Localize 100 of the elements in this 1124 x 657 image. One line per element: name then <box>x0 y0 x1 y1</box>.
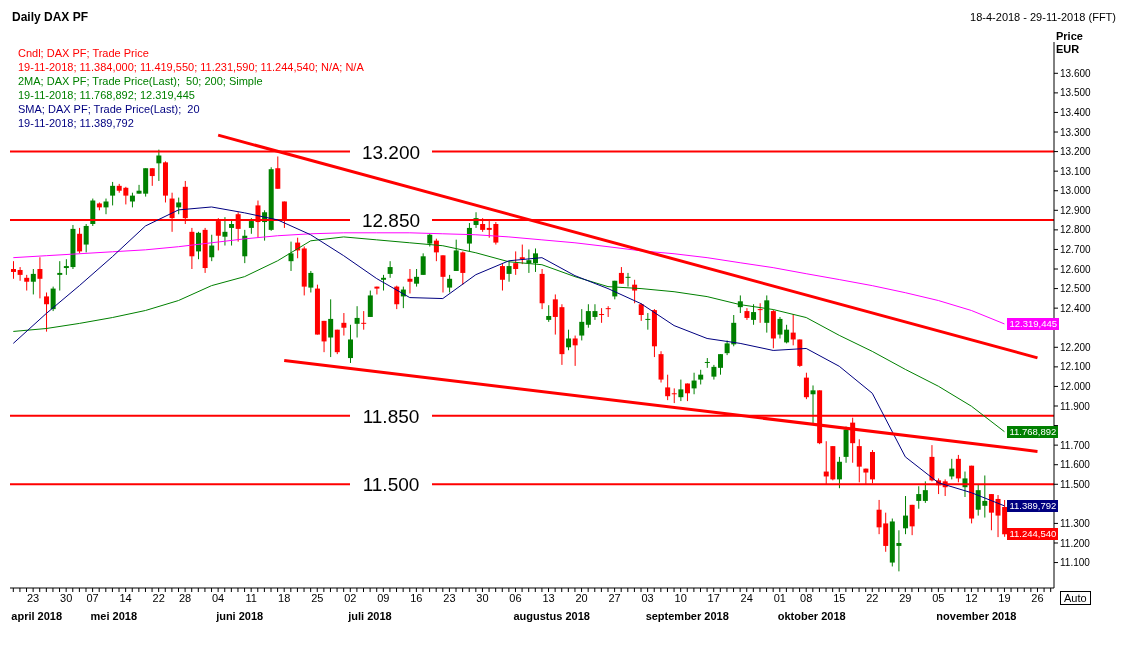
candlestick <box>110 181 116 206</box>
x-tick-label: 15 <box>833 591 846 604</box>
y-tick-label: 12.200 <box>1060 341 1092 353</box>
x-tick-label: 23 <box>443 591 456 604</box>
candlestick <box>645 312 651 331</box>
text: mei 2018 <box>90 610 138 622</box>
candlestick <box>572 335 578 367</box>
text: september 2018 <box>645 610 729 622</box>
x-tick-label: 12 <box>965 591 978 604</box>
candlestick <box>718 353 724 376</box>
candlestick <box>209 234 215 262</box>
text: Auto <box>1060 591 1091 605</box>
text: 11.244,540 <box>1009 528 1057 540</box>
candlestick <box>605 305 611 318</box>
candlestick <box>916 485 922 510</box>
candlestick <box>533 247 538 273</box>
x-tick-label: 26 <box>1031 591 1044 604</box>
x-tick-label: 14 <box>119 591 132 604</box>
annotation: 2MA; DAX PF; Trade Price(Last); 50; 200; Simple <box>18 74 264 88</box>
text: juni 2018 <box>216 610 264 622</box>
candlestick <box>579 308 585 341</box>
x-tick-label: 24 <box>740 591 753 604</box>
text: april 2018 <box>11 610 63 622</box>
y-tick-label: 13.600 <box>1060 67 1092 79</box>
candlestick <box>334 329 340 355</box>
candlestick <box>77 227 83 254</box>
candlestick <box>599 307 605 324</box>
y-tick-label: 12.900 <box>1060 204 1092 216</box>
x-tick-label: 27 <box>608 591 621 604</box>
candlestick <box>361 310 367 331</box>
annotation: 19-11-2018; 11.384,000; 11.419,550; 11.231,590; 11.244,540; N/A; N/A <box>18 60 364 74</box>
data-label: 11.389,792 <box>1007 499 1059 512</box>
candlestick <box>691 372 697 395</box>
y-tick-label: 13.400 <box>1060 107 1092 118</box>
candlestick <box>57 260 63 292</box>
candlestick <box>784 324 790 344</box>
x-tick-label: 23 <box>27 591 40 604</box>
candlestick <box>513 250 519 276</box>
candlestick <box>764 294 770 334</box>
candlestick <box>341 312 347 337</box>
candlestick <box>526 248 532 274</box>
x-tick-label: 11 <box>245 591 257 604</box>
y-tick-label: 12.400 <box>1060 302 1092 314</box>
candlestick <box>909 504 915 536</box>
candlestick <box>922 480 928 504</box>
line-series <box>12 232 1005 325</box>
y-tick-label: 12.500 <box>1060 283 1092 295</box>
x-tick-label: 25 <box>311 591 324 604</box>
candlestick <box>836 456 842 489</box>
candlestick <box>17 266 23 282</box>
candlestick <box>420 252 426 276</box>
annotation: SMA; DAX PF; Trade Price(Last); 20 <box>18 102 201 116</box>
x-tick-label: 06 <box>509 591 522 604</box>
y-tick-label: 13.300 <box>1060 126 1092 138</box>
candlestick <box>757 302 763 324</box>
y-axis-title: Price EUR <box>1056 30 1083 56</box>
x-tick-label: 29 <box>899 591 912 604</box>
y-tick-label: 11.900 <box>1060 400 1091 412</box>
x-tick-label: 20 <box>575 591 588 604</box>
annotation: Cndl; DAX PF; Trade Price <box>18 46 150 60</box>
candlestick <box>499 263 505 292</box>
candlestick <box>440 254 446 293</box>
candlestick <box>37 256 43 299</box>
candlestick <box>103 198 109 215</box>
ref-line-label: 11.850 <box>362 405 420 427</box>
y-tick-label: 12.000 <box>1060 380 1092 392</box>
x-tick-label: 09 <box>377 591 390 604</box>
x-tick-label: 28 <box>178 591 192 604</box>
candlestick <box>803 372 809 400</box>
candlestick <box>751 303 757 326</box>
x-tick-label: 08 <box>800 591 813 604</box>
x-tick-label: 07 <box>86 591 99 604</box>
candlestick <box>30 268 36 295</box>
candlestick <box>625 272 631 288</box>
candlestick <box>387 260 393 279</box>
candlestick <box>777 316 783 339</box>
y-tick-label: 13.500 <box>1060 87 1092 99</box>
x-tick-label: 02 <box>344 591 357 604</box>
candlestick <box>929 444 935 482</box>
data-label: 11.768,892 <box>1007 425 1059 438</box>
y-tick-label: 11.300 <box>1060 517 1091 529</box>
y-tick-label: 11.200 <box>1060 537 1091 549</box>
ref-line-label: 12.850 <box>361 210 421 232</box>
candlestick <box>229 218 235 247</box>
y-tick-label: 11.100 <box>1060 557 1091 569</box>
candlestick <box>374 286 380 295</box>
candlestick <box>665 374 671 401</box>
candlestick <box>321 320 327 353</box>
x-tick-label: 01 <box>773 591 786 604</box>
candlestick <box>903 495 909 535</box>
y-tick-label: 13.000 <box>1060 185 1092 197</box>
ref-line-label: 13.200 <box>361 141 421 163</box>
candlestick <box>222 216 228 247</box>
candlestick <box>678 379 684 402</box>
annotation: 19-11-2018; 11.768,892; 12.319,445 <box>18 88 196 102</box>
candlestick <box>367 290 373 318</box>
y-tick-label: 12.800 <box>1060 224 1092 236</box>
x-tick-label: 30 <box>476 591 489 604</box>
candlestick <box>50 286 56 312</box>
text: augustus 2018 <box>513 610 590 622</box>
